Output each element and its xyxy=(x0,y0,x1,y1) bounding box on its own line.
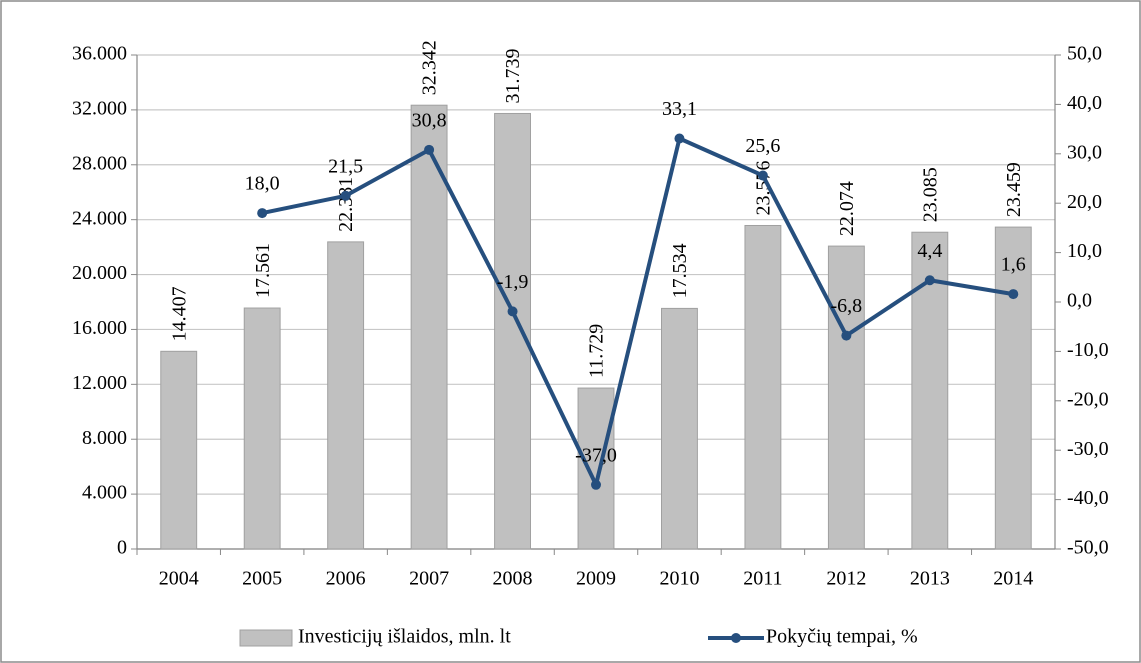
y2-tick-label: 20,0 xyxy=(1067,191,1102,213)
x-tick-label: 2007 xyxy=(409,568,449,590)
bar xyxy=(744,224,782,550)
bar-value-label: 23.085 xyxy=(919,167,941,222)
bar xyxy=(577,387,615,550)
y2-tick-label: 40,0 xyxy=(1067,92,1102,114)
legend-marker xyxy=(731,633,741,643)
x-tick-label: 2005 xyxy=(242,568,282,590)
x-tick-label: 2013 xyxy=(910,568,950,590)
line-marker xyxy=(674,133,685,144)
y2-tick-label: 10,0 xyxy=(1067,240,1102,262)
line-value-label: 1,6 xyxy=(1001,254,1026,276)
line-value-label: 30,8 xyxy=(412,109,447,131)
y2-tick-label: 30,0 xyxy=(1067,141,1102,163)
line-value-label: 18,0 xyxy=(245,173,280,195)
y2-tick-label: -50,0 xyxy=(1067,537,1109,559)
line-marker xyxy=(257,208,268,219)
line-value-label: 33,1 xyxy=(662,98,697,120)
y-tick-label: 16.000 xyxy=(72,317,127,339)
bar xyxy=(661,307,698,550)
bar xyxy=(494,112,531,550)
line-marker xyxy=(424,144,435,155)
bar-value-label: 17.534 xyxy=(669,243,691,298)
y2-tick-label: -40,0 xyxy=(1067,487,1109,509)
line-marker xyxy=(507,306,518,317)
line-value-label: 21,5 xyxy=(328,155,363,177)
x-tick-label: 2011 xyxy=(743,568,782,590)
x-tick-label: 2008 xyxy=(493,568,533,590)
bar-value-label: 22.074 xyxy=(836,181,858,236)
bar-value-label: 14.407 xyxy=(168,286,190,341)
bar xyxy=(243,307,281,550)
line xyxy=(261,136,1014,487)
bar xyxy=(160,350,198,550)
line-marker xyxy=(757,170,768,181)
y2-tick-label: 0,0 xyxy=(1067,290,1092,312)
bar-value-label: 22.381 xyxy=(335,177,357,232)
line-value-label: -1,9 xyxy=(497,271,529,293)
bar xyxy=(327,241,365,550)
legend-label: Investicijų išlaidos, mln. lt xyxy=(298,626,511,648)
legend-swatch xyxy=(239,629,293,647)
line-marker xyxy=(841,330,852,341)
bar xyxy=(410,104,448,550)
y-tick-label: 0 xyxy=(117,537,127,559)
bar-value-label: 23.459 xyxy=(1003,162,1025,217)
bar xyxy=(827,245,865,550)
x-tick-label: 2004 xyxy=(159,568,199,590)
line-value-label: -37,0 xyxy=(575,444,617,466)
y2-tick-label: -30,0 xyxy=(1067,438,1109,460)
x-tick-label: 2006 xyxy=(326,568,366,590)
line-value-label: -6,8 xyxy=(831,295,863,317)
line-marker xyxy=(340,190,351,201)
x-tick-label: 2009 xyxy=(576,568,616,590)
y-tick-label: 36.000 xyxy=(72,43,127,65)
y-tick-label: 4.000 xyxy=(82,482,127,504)
line-marker xyxy=(1008,289,1019,300)
y-tick-label: 28.000 xyxy=(72,152,127,174)
legend-label: Pokyčių tempai, % xyxy=(766,626,918,648)
x-tick-label: 2010 xyxy=(659,568,699,590)
bar-value-label: 17.561 xyxy=(252,243,274,298)
y-tick-label: 8.000 xyxy=(82,427,127,449)
x-tick-label: 2014 xyxy=(993,568,1033,590)
y2-tick-label: -20,0 xyxy=(1067,388,1109,410)
y2-tick-label: -10,0 xyxy=(1067,339,1109,361)
bar xyxy=(994,226,1032,550)
line-marker xyxy=(924,275,935,286)
line-value-label: 25,6 xyxy=(745,135,780,157)
y-tick-label: 32.000 xyxy=(72,97,127,119)
y-tick-label: 20.000 xyxy=(72,262,127,284)
y2-tick-label: 50,0 xyxy=(1067,43,1102,65)
bar-value-label: 31.739 xyxy=(502,48,524,103)
bar-value-label: 32.342 xyxy=(419,40,441,95)
y-tick-label: 12.000 xyxy=(72,372,127,394)
bar-value-label: 11.729 xyxy=(586,324,608,378)
line-marker xyxy=(591,479,601,490)
line-value-label: 4,4 xyxy=(917,240,942,262)
x-tick-label: 2012 xyxy=(826,568,866,590)
y-tick-label: 24.000 xyxy=(72,207,127,229)
